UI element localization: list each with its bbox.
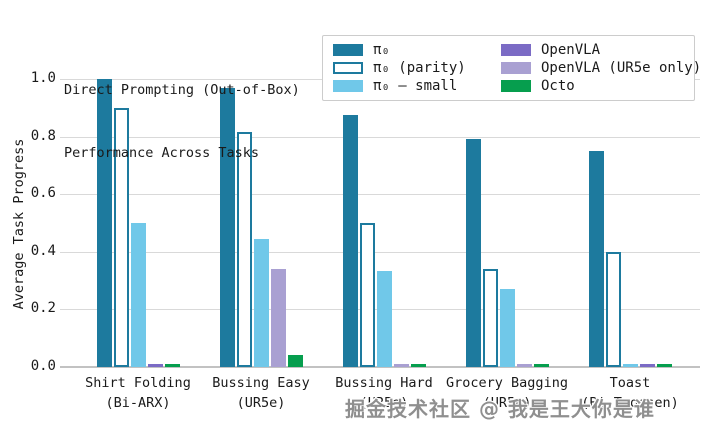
legend-swatch-icon [501,62,531,74]
legend-label: π₀ – small [373,78,458,94]
legend-swatch-icon [333,62,363,74]
legend-swatch-icon [333,80,363,92]
bar [482,269,498,367]
bar [605,251,621,367]
y-tick-label: 0.2 [30,300,56,317]
bar [96,79,112,367]
gridline [60,251,700,253]
legend-swatch-icon [333,44,363,56]
bar [147,364,163,367]
bar [588,151,604,367]
bar [516,364,532,367]
y-tick-label: 0.4 [30,242,56,259]
legend: π₀ OpenVLA π₀ (parity) OpenVLA (UR5e only) π… [322,35,701,101]
legend-label: π₀ (parity) [373,60,466,76]
legend-item: π₀ (parity) [333,59,495,77]
bar [393,364,409,367]
bar [253,238,269,367]
bar [236,132,252,367]
x-category-label: Shirt Folding (Bi-ARX) [85,375,191,411]
bar [499,289,515,367]
legend-swatch-icon [501,44,531,56]
gridline [60,136,700,138]
legend-label: OpenVLA [541,42,601,58]
watermark: 掘金技术社区 @ 我是王大你是谁 [345,397,655,421]
bar [465,139,481,367]
bar [656,364,672,367]
legend-swatch-icon [501,80,531,92]
bar [287,355,303,367]
legend-label: π₀ [373,42,390,58]
x-category-label: Toast (Bi-Trossen) [581,375,679,411]
x-category-label: Bussing Easy (UR5e) [212,375,310,411]
bar [410,364,426,367]
x-category-label: Bussing Hard (UR5e) [335,375,433,411]
legend-label: Octo [541,78,575,94]
bar [359,223,375,367]
bar [270,269,286,367]
y-tick-label: 1.0 [30,70,56,86]
bar [219,87,235,367]
bar [130,223,146,367]
chart-title-line2: Performance Across Tasks [64,144,260,161]
chart-title: Direct Prompting (Out-of-Box) Performanc… [64,38,300,205]
y-tick-label: 0.8 [30,127,56,144]
bar [164,364,180,367]
x-axis-line [60,366,700,368]
legend-item: OpenVLA [501,41,701,59]
y-tick-label: 0.6 [30,185,56,202]
y-tick-label: 0.0 [30,358,56,374]
chart-title-line1: Direct Prompting (Out-of-Box) [64,81,300,98]
bar [639,364,655,367]
legend-item: π₀ – small [333,77,495,95]
legend-item: OpenVLA (UR5e only) [501,59,701,77]
bar [622,364,638,367]
gridline [60,194,700,196]
bar [376,270,392,367]
bar [113,107,129,367]
legend-item: Octo [501,77,701,95]
legend-item: π₀ [333,41,495,59]
legend-label: OpenVLA (UR5e only) [541,60,702,76]
bar [533,364,549,367]
x-category-label: Grocery Bagging (UR5e) [446,375,568,411]
bar [342,115,358,367]
